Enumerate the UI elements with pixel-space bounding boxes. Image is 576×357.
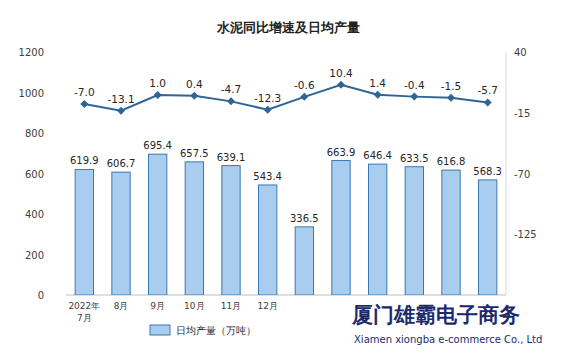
line-label: -4.7 <box>221 83 242 95</box>
bar-label: 606.7 <box>107 158 136 169</box>
plot-area <box>75 81 497 295</box>
y-tick-label: 0 <box>38 290 44 301</box>
bar-label: 568.3 <box>473 166 502 177</box>
line-label: -12.3 <box>254 92 281 104</box>
y2-tick-label: 40 <box>514 47 527 58</box>
line-marker <box>374 91 382 99</box>
line <box>84 85 487 111</box>
bar-label: 336.5 <box>290 213 319 224</box>
line-marker <box>227 97 235 105</box>
x-tick-label: 10月 <box>184 301 204 311</box>
y-tick-label: 600 <box>25 169 44 180</box>
bar <box>259 185 277 295</box>
bar-label: 646.4 <box>363 150 392 161</box>
y-tick-label: 400 <box>25 209 44 220</box>
y-tick-label: 200 <box>25 250 44 261</box>
chart: 水泥同比增速及日均产量 0 200 400 600 800 1000 1200 -125 -70 -… <box>0 0 576 357</box>
bar <box>149 154 167 295</box>
watermark-text: 厦门雄霸电子商务 <box>351 303 520 327</box>
x-tick-label: 12月 <box>257 301 277 311</box>
bar <box>185 162 203 295</box>
labels: 619.9 606.7 695.4 657.5 639.1 543.4 336.5 663.9… <box>70 67 502 224</box>
line-marker <box>484 98 492 106</box>
y2-tick-label: -125 <box>514 229 537 240</box>
bar-label: 663.9 <box>327 147 356 158</box>
bar <box>442 170 460 295</box>
x-tick-line: 2022年 <box>68 301 100 311</box>
x-tick-label: 11月 <box>221 301 241 311</box>
line-label: -7.0 <box>74 86 95 98</box>
bar <box>479 180 497 295</box>
bar <box>75 169 93 295</box>
line-marker <box>117 107 125 115</box>
line-marker <box>410 93 418 101</box>
bar <box>405 167 423 295</box>
y-tick-label: 800 <box>25 128 44 139</box>
line-marker <box>264 106 272 114</box>
bar-label: 657.5 <box>180 148 209 159</box>
title: 水泥同比增速及日均产量 <box>216 20 360 35</box>
bar <box>332 161 350 295</box>
legend-swatch <box>150 325 170 335</box>
y-tick-label: 1200 <box>19 47 44 58</box>
y2-tick-label: -15 <box>514 108 530 119</box>
bar <box>369 164 387 295</box>
line-label: -1.5 <box>441 80 462 92</box>
watermark-subtext: Xiamen xiongba e-commerce Co., Ltd <box>354 334 542 345</box>
line-label: 0.4 <box>186 78 203 90</box>
x-axis <box>66 295 506 296</box>
bar <box>295 227 313 295</box>
x-tick-label: 2022年 7月 <box>68 301 100 323</box>
line-marker <box>447 94 455 102</box>
x-tick-label: 8月 <box>114 301 129 311</box>
line-marker <box>300 93 308 101</box>
line-label: -5.7 <box>477 84 498 96</box>
x-tick-label: 9月 <box>150 301 165 311</box>
line-label: -13.1 <box>107 93 134 105</box>
bar-label: 619.9 <box>70 155 99 166</box>
bar <box>222 166 240 295</box>
bar-label: 695.4 <box>143 140 172 151</box>
bar-label: 543.4 <box>253 171 282 182</box>
y-tick-label: 1000 <box>19 88 44 99</box>
bar <box>112 172 130 295</box>
line-label: -0.6 <box>294 79 315 91</box>
line-marker <box>80 100 88 108</box>
line-label: 1.0 <box>149 77 166 89</box>
legend-label: 日均产量（万吨） <box>176 325 256 336</box>
line-label: 1.4 <box>369 77 386 89</box>
bar-label: 639.1 <box>217 152 246 163</box>
line-marker <box>337 81 345 89</box>
line-marker <box>190 92 198 100</box>
line-label: -0.4 <box>404 79 425 91</box>
x-tick-line: 7月 <box>77 313 92 323</box>
y2-tick-label: -70 <box>514 169 530 180</box>
y2-axis <box>506 52 507 295</box>
line-marker <box>154 91 162 99</box>
line-label: 10.4 <box>329 67 353 79</box>
bar-label: 633.5 <box>400 153 429 164</box>
bar-label: 616.8 <box>437 156 466 167</box>
